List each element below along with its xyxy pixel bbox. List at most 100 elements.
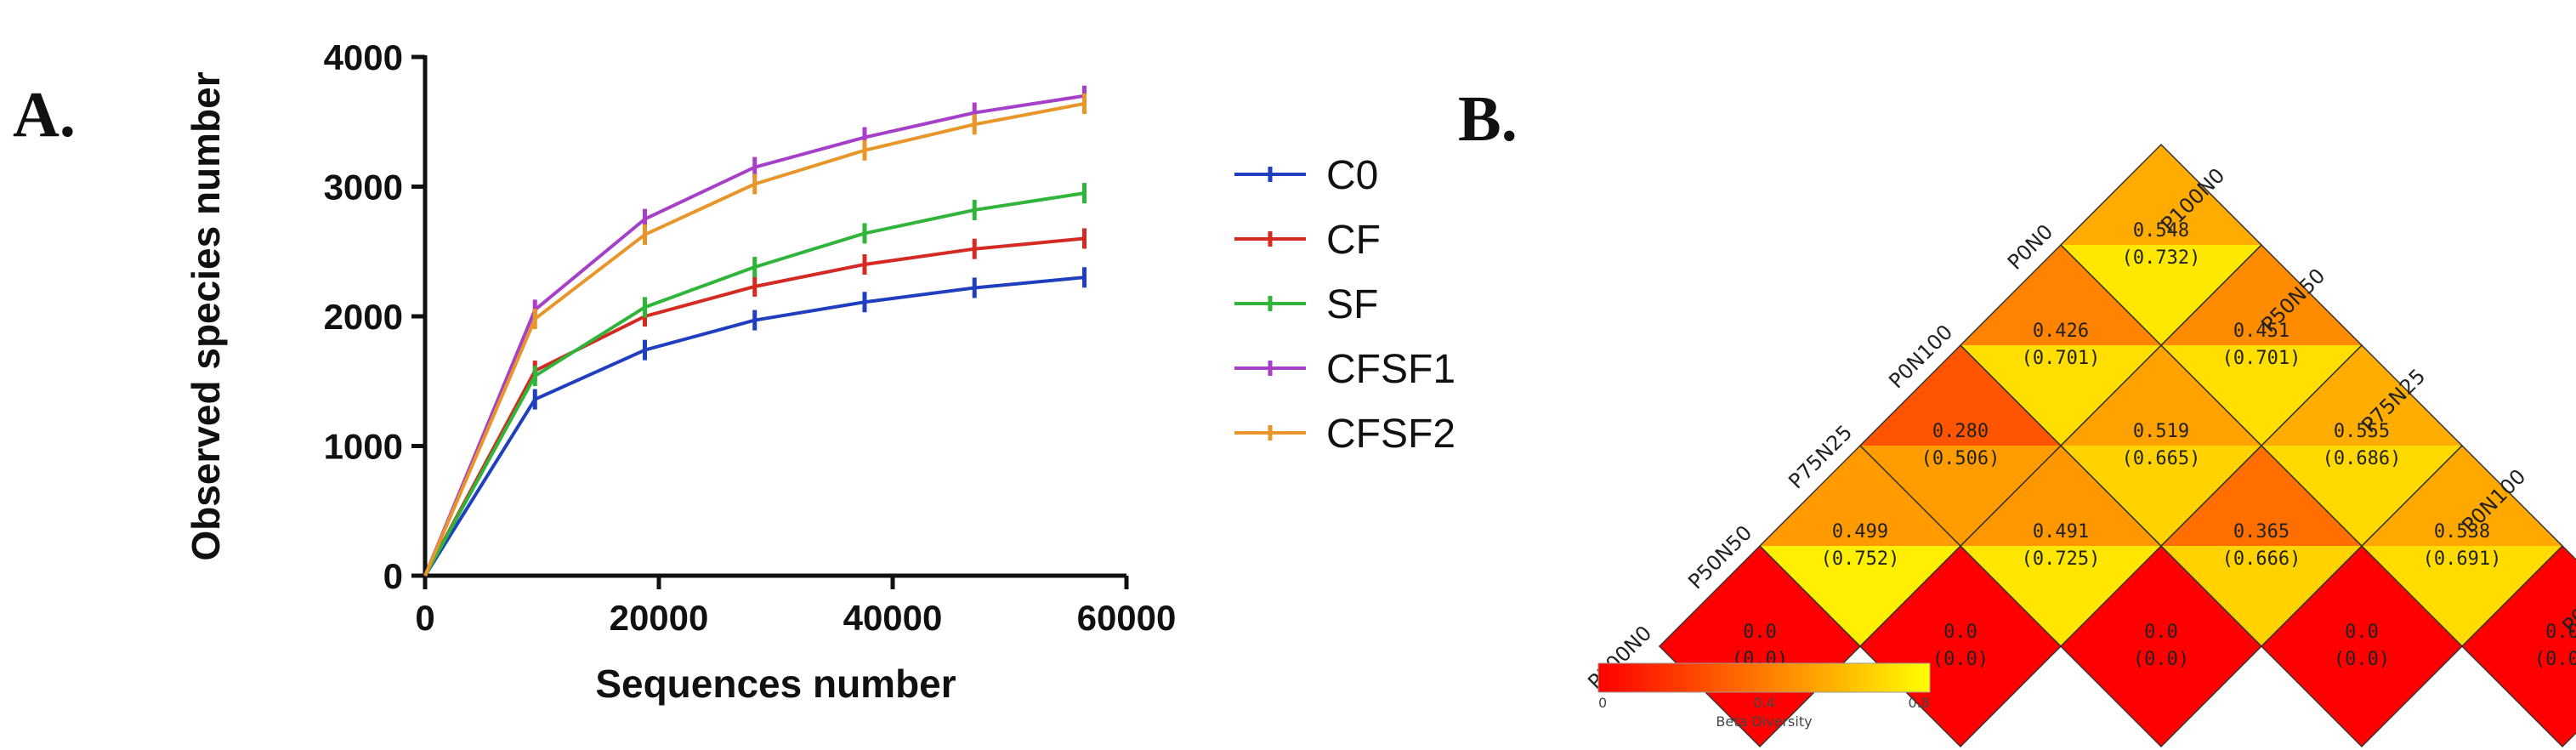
line-chart-series <box>423 85 1087 577</box>
legend-label-sf: SF <box>1326 282 1378 327</box>
heatmap-cell: 0.538 (0.691) <box>2360 444 2564 648</box>
panel-b-label: B. <box>1458 83 1518 155</box>
cell-lower-half <box>1960 345 2161 446</box>
heatmap-cell: 0.426 (0.701) <box>1959 243 2163 447</box>
heatmap-cell: 0.519 (0.665) <box>2059 344 2263 548</box>
cell-sub-value: (0.691) <box>2423 548 2502 570</box>
cell-sub-value: (0.752) <box>1821 548 1900 570</box>
cell-lower-half <box>1760 546 1960 646</box>
cell-value: 0.365 <box>2233 521 2289 543</box>
legend-label-cfsf1: CFSF1 <box>1326 347 1455 392</box>
x-tick-label: 20000 <box>610 598 709 638</box>
cell-upper-half <box>2061 145 2261 245</box>
y-tick-label: 4000 <box>324 37 403 77</box>
cell-upper-half <box>1860 345 2061 446</box>
cell-lower-half <box>2261 446 2462 546</box>
colorbar-tick-label: 0 <box>1598 695 1607 711</box>
legend-label-cfsf2: CFSF2 <box>1326 412 1455 457</box>
cell-upper-half <box>1960 245 2161 345</box>
cell-value: 0.280 <box>1932 421 1989 442</box>
cell-lower-half <box>2362 546 2562 646</box>
cell-value: 0.0 <box>2345 622 2379 643</box>
cell-upper-half <box>2261 345 2462 446</box>
cell-upper-half <box>2462 546 2576 646</box>
cell-lower-half <box>2161 345 2362 446</box>
colorbar-tick-label: 0.4 <box>1753 695 1774 711</box>
heatmap-cell: 0.365 (0.666) <box>2159 444 2363 648</box>
heatmap-cell: 0.555 (0.686) <box>2260 344 2464 548</box>
y-tick-label: 3000 <box>324 168 403 207</box>
cell-value: 0.426 <box>2033 321 2089 342</box>
x-tick-label: 60000 <box>1077 598 1177 638</box>
colorbar-title: Beta Diversity <box>1716 713 1812 730</box>
cell-lower-half <box>2061 446 2261 546</box>
legend-label-cf: CF <box>1326 218 1381 263</box>
x-tick-label: 40000 <box>843 598 943 638</box>
cell-value: 0.0 <box>2545 622 2576 643</box>
cell-lower-half <box>1860 446 2061 546</box>
colorbar-gradient <box>1597 662 1931 693</box>
cell-upper-half <box>1660 546 1860 646</box>
cell-sub-value: (0.0) <box>1932 649 1989 670</box>
cell-upper-half <box>1760 446 1960 546</box>
cell-border <box>2059 143 2263 347</box>
heatmap-cells: 0.0(0.0)0.0(0.0)0.0(0.0)0.0(0.0)0.0(0.0)… <box>1658 143 2576 748</box>
cell-sub-value: (0.732) <box>2122 247 2201 269</box>
cell-lower-half <box>2061 245 2261 345</box>
panel-a-label: A. <box>13 79 76 151</box>
cell-value: 0.499 <box>1832 521 1888 543</box>
cell-sub-value: (0.0) <box>2133 649 2189 670</box>
cell-value: 0.0 <box>1743 622 1777 643</box>
cell-value: 0.555 <box>2334 421 2390 442</box>
x-tick-label: 0 <box>415 598 434 638</box>
heatmap-cell: 0.0 (0.0) <box>2059 544 2263 748</box>
heatmap-cell: 0.499 (0.752) <box>1758 444 1962 648</box>
heatmap-cell: 0.0 (0.0) <box>2460 544 2576 748</box>
cell-value: 0.0 <box>1943 622 1977 643</box>
colorbar-tick-label: 0.8 <box>1909 695 1930 711</box>
x-axis-title: Sequences number <box>595 662 956 706</box>
line-chart-legend: C0 CF SF CFSF1 CFSF2 <box>1234 153 1455 457</box>
cell-sub-value: (0.666) <box>2222 548 2301 570</box>
cell-upper-half <box>1960 446 2161 546</box>
cell-value: 0.519 <box>2133 421 2189 442</box>
cell-value: 0.548 <box>2133 220 2189 241</box>
y-tick-label: 0 <box>383 556 403 596</box>
cell-sub-value: (0.0) <box>2534 649 2576 670</box>
y-tick-label: 2000 <box>324 297 403 337</box>
cell-sub-value: (0.701) <box>2022 348 2101 369</box>
cell-upper-half <box>2161 245 2362 345</box>
beta-diversity-triangle-heatmap: 0.0(0.0)0.0(0.0)0.0(0.0)0.0(0.0)0.0(0.0)… <box>1583 143 2576 748</box>
heatmap-cell: 0.548 (0.732) <box>2059 143 2263 347</box>
cell-value: 0.538 <box>2434 521 2490 543</box>
cell-sub-value: (0.701) <box>2222 348 2301 369</box>
cell-sub-value: (0.725) <box>2022 548 2101 570</box>
cell-upper-half <box>2061 345 2261 446</box>
cell-lower-half <box>1960 546 2161 646</box>
series-line-sf <box>423 191 1085 577</box>
cell-sub-value: (0.665) <box>2122 448 2201 469</box>
cell-upper-half <box>2261 546 2462 646</box>
cell-sub-value: (0.506) <box>1921 448 2000 469</box>
cell-upper-half <box>2061 546 2261 646</box>
cell-lower-half <box>2261 646 2462 747</box>
cell-value: 0.451 <box>2233 321 2289 342</box>
cell-lower-half <box>2462 646 2576 747</box>
heatmap-cell: 0.451 (0.701) <box>2159 243 2363 447</box>
cell-value: 0.491 <box>2033 521 2089 543</box>
cell-upper-half <box>2362 446 2562 546</box>
cell-upper-half <box>2161 446 2362 546</box>
cell-value: 0.0 <box>2144 622 2178 643</box>
cell-upper-half <box>1860 546 2061 646</box>
y-tick-label: 1000 <box>324 427 403 467</box>
cell-sub-value: (0.0) <box>2334 649 2390 670</box>
cell-lower-half <box>2061 646 2261 747</box>
cell-lower-half <box>2161 546 2362 646</box>
legend-label-c0: C0 <box>1326 153 1378 198</box>
colorbar: 0 0.4 0.8 Beta Diversity <box>1597 662 1931 730</box>
y-axis-title: Observed species number <box>184 71 228 560</box>
cell-sub-value: (0.686) <box>2323 448 2402 469</box>
